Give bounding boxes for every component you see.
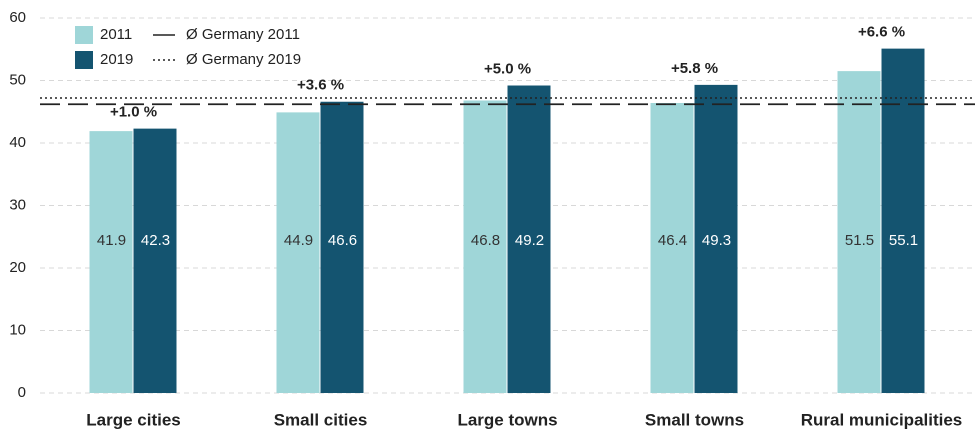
- bar: [463, 100, 507, 393]
- x-tick-label: Small towns: [645, 410, 744, 429]
- legend-swatch: [75, 51, 93, 69]
- y-tick-label: 30: [9, 196, 26, 213]
- change-label: +5.8 %: [671, 60, 718, 77]
- y-tick-label: 60: [9, 9, 26, 26]
- value-label: 49.3: [702, 232, 731, 249]
- bar: [650, 103, 694, 393]
- bar: [694, 84, 738, 393]
- value-label: 46.6: [328, 232, 357, 249]
- x-tick-label: Rural municipalities: [801, 410, 963, 429]
- y-tick-label: 50: [9, 71, 26, 88]
- legend-label: Ø Germany 2019: [186, 51, 301, 68]
- legend-label: Ø Germany 2011: [186, 26, 300, 43]
- bar: [320, 101, 364, 393]
- bar: [507, 85, 551, 393]
- bar: [89, 131, 133, 393]
- x-tick-label: Small cities: [274, 410, 368, 429]
- change-label: +6.6 %: [858, 24, 905, 41]
- bar: [276, 112, 320, 393]
- value-label: 49.2: [515, 232, 544, 249]
- bar: [837, 71, 881, 393]
- change-label: +1.0 %: [110, 104, 157, 121]
- value-label: 42.3: [141, 232, 170, 249]
- bar: [133, 128, 177, 393]
- change-label: +5.0 %: [484, 60, 531, 77]
- value-label: 46.8: [471, 232, 500, 249]
- x-tick-label: Large towns: [457, 410, 557, 429]
- value-label: 55.1: [889, 232, 918, 249]
- x-tick-label: Large cities: [86, 410, 181, 429]
- legend-label: 2011: [100, 26, 132, 43]
- value-label: 44.9: [284, 232, 313, 249]
- value-label: 46.4: [658, 232, 687, 249]
- change-label: +3.6 %: [297, 77, 344, 94]
- legend-swatch: [75, 26, 93, 44]
- y-tick-label: 0: [18, 384, 26, 401]
- value-label: 41.9: [97, 232, 126, 249]
- y-tick-label: 40: [9, 134, 26, 151]
- legend-label: 2019: [100, 51, 133, 68]
- value-label: 51.5: [845, 232, 874, 249]
- bar: [881, 48, 925, 393]
- y-tick-label: 20: [9, 259, 26, 276]
- y-tick-label: 10: [9, 321, 26, 338]
